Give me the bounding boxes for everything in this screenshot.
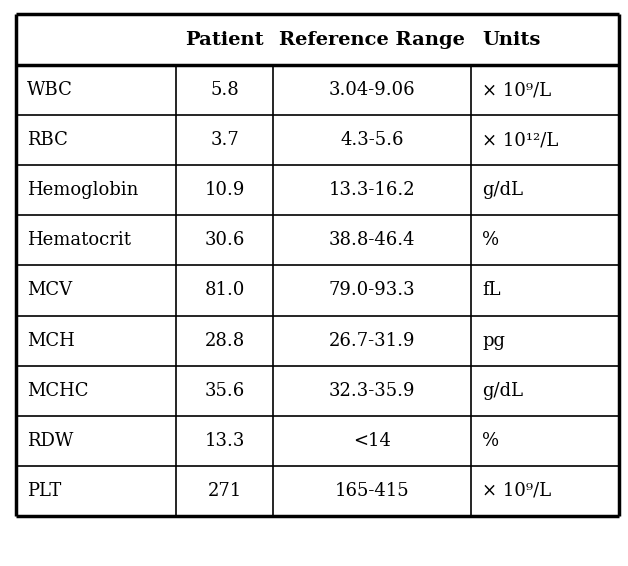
Text: WBC: WBC: [27, 81, 73, 99]
Text: MCV: MCV: [27, 281, 72, 299]
Text: Reference Range: Reference Range: [279, 31, 465, 49]
Text: Units: Units: [482, 31, 541, 49]
Text: × 10⁹/L: × 10⁹/L: [482, 81, 551, 99]
Text: 165-415: 165-415: [335, 482, 409, 500]
Text: × 10¹²/L: × 10¹²/L: [482, 131, 558, 149]
Text: 30.6: 30.6: [204, 231, 245, 250]
Text: RDW: RDW: [27, 432, 73, 450]
Text: %: %: [482, 432, 499, 450]
Text: 38.8-46.4: 38.8-46.4: [329, 231, 415, 250]
Text: 26.7-31.9: 26.7-31.9: [329, 332, 415, 350]
Text: fL: fL: [482, 281, 501, 299]
Text: 13.3: 13.3: [204, 432, 245, 450]
Text: 10.9: 10.9: [204, 181, 245, 199]
Text: 5.8: 5.8: [210, 81, 239, 99]
Text: × 10⁹/L: × 10⁹/L: [482, 482, 551, 500]
Text: g/dL: g/dL: [482, 381, 523, 400]
Text: 4.3-5.6: 4.3-5.6: [340, 131, 404, 149]
Text: 81.0: 81.0: [204, 281, 245, 299]
Text: Hemoglobin: Hemoglobin: [27, 181, 138, 199]
Text: g/dL: g/dL: [482, 181, 523, 199]
Text: %: %: [482, 231, 499, 250]
Text: Patient: Patient: [185, 31, 264, 49]
Text: PLT: PLT: [27, 482, 62, 500]
Text: 13.3-16.2: 13.3-16.2: [329, 181, 415, 199]
Text: 32.3-35.9: 32.3-35.9: [329, 381, 415, 400]
Text: 79.0-93.3: 79.0-93.3: [329, 281, 415, 299]
Text: 28.8: 28.8: [204, 332, 245, 350]
Text: pg: pg: [482, 332, 506, 350]
Text: MCH: MCH: [27, 332, 75, 350]
Text: 35.6: 35.6: [204, 381, 245, 400]
Text: Hematocrit: Hematocrit: [27, 231, 131, 250]
Text: 3.04-9.06: 3.04-9.06: [329, 81, 415, 99]
Text: RBC: RBC: [27, 131, 68, 149]
Text: <14: <14: [353, 432, 391, 450]
Text: MCHC: MCHC: [27, 381, 89, 400]
Text: 271: 271: [207, 482, 242, 500]
Text: 3.7: 3.7: [210, 131, 239, 149]
